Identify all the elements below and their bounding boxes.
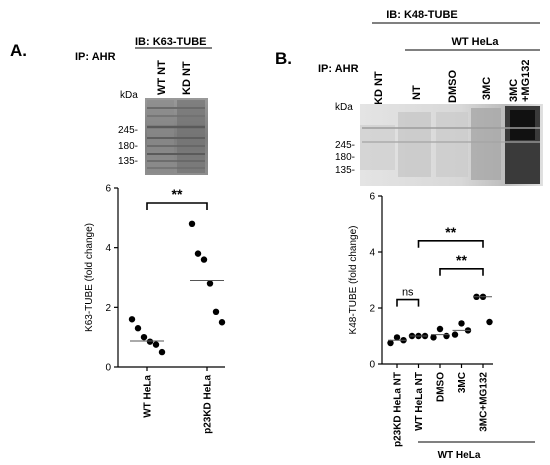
panel-a-point-1-2 [200, 256, 208, 263]
panel-b-point-0-0 [387, 339, 394, 347]
panel-b-point-3-0 [451, 331, 459, 338]
panel-a-point-1-0 [188, 220, 196, 227]
panel-b-point-2-2 [443, 332, 450, 340]
panel-b-marker-135: 135- [335, 165, 355, 176]
panel-b-point-2-0 [430, 334, 437, 341]
panel-b-x-tick-label-2: DMSO [436, 372, 447, 402]
panel-a-chart: K63-TUBE (fold change) 0 2 4 6 WT HeLa p23KD … [84, 184, 226, 434]
panel-b-blot [360, 104, 543, 186]
panel-b-x-tick-label-1: WT HeLa NT [414, 372, 425, 431]
panel-a-significance-label-0: ** [172, 186, 183, 202]
panel-a-y-tick-label-2: 4 [105, 243, 111, 254]
panel-b-point-4-2 [486, 318, 493, 326]
panel-a-point-1-1 [194, 250, 202, 257]
panel-b-point-3-1 [458, 320, 465, 327]
panel-b-lane-label-3mc-mg132: 3MC +MG132 [508, 60, 532, 103]
panel-a-marker-245: 245- [118, 125, 138, 136]
panel-b-point-0-1 [393, 334, 401, 341]
panel-b-bottom-group-label: WT HeLa [438, 450, 481, 461]
panel-a-y-tick-label-1: 2 [105, 303, 111, 314]
svg-text:3MC: 3MC [508, 79, 520, 102]
panel-b-significance-label-2: ** [445, 224, 456, 240]
panel-a-y-tick-label-0: 0 [105, 363, 111, 374]
panel-a-marker-135: 135- [118, 156, 138, 167]
panel-a-point-1-5 [218, 319, 226, 326]
panel-a-y-tick-label-3: 6 [105, 184, 111, 195]
panel-a-point-0-3 [146, 338, 154, 345]
panel-a-x-tick-label-1: p23KD HeLa [203, 375, 214, 434]
panel-b-wt-hela-header: WT HeLa [451, 36, 499, 48]
panel-b-y-tick-label-3: 6 [369, 192, 375, 203]
panel-b-ib-label: IB: K48-TUBE [386, 9, 458, 21]
panel-a-lane-label-1: WT NT [156, 60, 168, 95]
panel-a-point-0-4 [152, 341, 160, 348]
panel-b-x-tick-label-3: 3MC [457, 372, 468, 393]
panel-b: IB: K48-TUBE WT HeLa B. IP: AHR KD NT NT… [275, 9, 543, 461]
panel-b-significance-label-1: ** [456, 252, 467, 268]
panel-a-significance-bracket-0 [146, 202, 208, 210]
panel-b-point-2-1 [436, 325, 444, 333]
panel-a-letter: A. [10, 41, 27, 60]
panel-b-chart: K48-TUBE (fold change) 0 2 4 6 p23KD HeLa NT… [348, 192, 493, 447]
svg-text:+MG132: +MG132 [520, 60, 532, 103]
panel-a-blot [145, 98, 208, 175]
panel-b-y-tick-label-2: 4 [369, 248, 375, 259]
panel-b-marker-180: 180- [335, 152, 355, 163]
panel-a-point-0-5 [158, 348, 166, 356]
panel-a-x-tick-label-0: WT HeLa [143, 375, 154, 418]
panel-b-lane-label-nt: NT [411, 85, 423, 100]
panel-a-point-0-1 [134, 325, 142, 332]
panel-b-kda-label: kDa [335, 102, 353, 113]
panel-b-significance-bracket-1 [439, 268, 484, 276]
panel-a-point-0-2 [140, 333, 148, 341]
panel-b-significance-bracket-2 [417, 240, 484, 248]
panel-a-y-axis-label: K63-TUBE (fold change) [84, 223, 95, 332]
panel-a-ip-label: IP: AHR [75, 51, 116, 63]
panel-b-marker-245: 245- [335, 140, 355, 151]
panel-b-letter: B. [275, 49, 292, 68]
panel-a-kda-label: kDa [120, 90, 138, 101]
panel-b-ip-label: IP: AHR [318, 63, 359, 75]
panel-a-lane-label-2: KD NT [181, 61, 193, 95]
panel-a: A. IP: AHR IB: K63-TUBE WT NT KD NT kDa … [10, 36, 226, 434]
panel-b-lane-label-3mc: 3MC [481, 77, 493, 100]
panel-b-significance-bracket-0 [396, 298, 420, 307]
panel-a-marker-180: 180- [118, 141, 138, 152]
panel-a-point-1-4 [212, 308, 220, 316]
panel-a-point-1-3 [206, 280, 214, 287]
panel-b-significance-label-0: ns [402, 287, 414, 299]
panel-b-y-axis-label: K48-TUBE (fold change) [348, 226, 359, 335]
panel-a-point-0-0 [128, 316, 136, 323]
panel-b-y-tick-label-1: 2 [369, 304, 375, 315]
panel-b-x-tick-label-4: 3MC+MG132 [479, 372, 490, 432]
panel-b-lane-label-dmso: DMSO [447, 70, 459, 103]
panel-b-x-tick-label-0: p23KD HeLa NT [393, 372, 404, 447]
panel-b-y-tick-label-0: 0 [369, 360, 375, 371]
panel-b-lane-label-kd-nt: KD NT [373, 71, 385, 105]
panel-a-ib-label: IB: K63-TUBE [135, 36, 207, 48]
